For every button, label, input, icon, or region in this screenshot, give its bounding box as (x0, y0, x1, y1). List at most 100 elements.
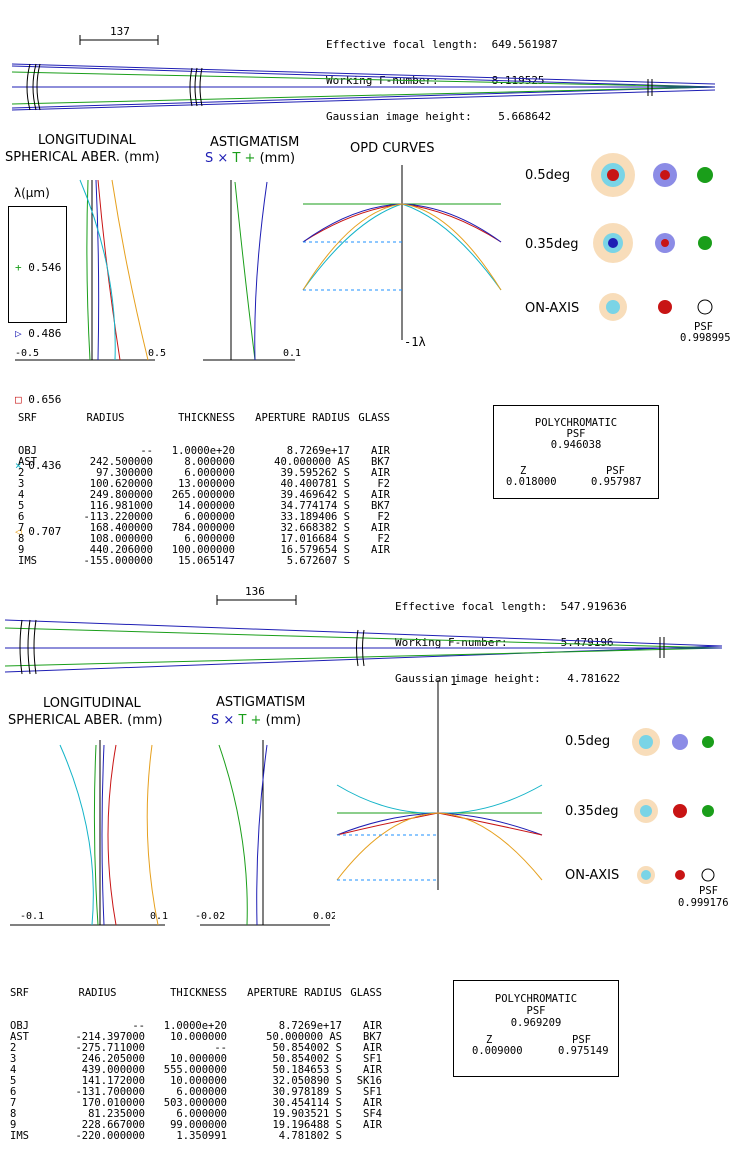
table-cell: 116.981000 (89, 500, 153, 512)
table-cell: 4 (10, 1064, 17, 1076)
ast-legend-x-1: × (217, 151, 229, 166)
table-cell: -214.397000 (75, 1031, 145, 1043)
table-cell: 34.774174 S (280, 500, 350, 512)
table-cell: 6.000000 (176, 1108, 227, 1120)
table-cell: 503.000000 (163, 1097, 227, 1109)
sa-axis-left-1: -0.5 (15, 348, 39, 359)
spot-label-035-1: 0.35deg (525, 237, 579, 252)
ast-unit-1: (mm) (259, 151, 296, 166)
table-cell: 249.800000 (89, 489, 153, 501)
table-cell: -- (132, 1020, 145, 1032)
ast-legend-s-2: S (211, 713, 220, 728)
lens-layout-2: 136 (4, 585, 723, 675)
ast-plot-2: -0.02 0.02 (195, 740, 335, 926)
ast-title-1a: ASTIGMATISM (210, 135, 300, 150)
sa-axis-right-2: 0.1 (150, 911, 168, 922)
table-cell: 8 (10, 1108, 17, 1120)
table-cell: 97.300000 (96, 467, 153, 479)
table-cell: 50.000000 AS (266, 1031, 342, 1043)
table-cell: -155.000000 (83, 555, 153, 567)
table-cell: 39.595262 S (280, 467, 350, 479)
table-row: 2 97.300000 6.000000 39.595262 S AIR (18, 468, 390, 479)
table-cell: 246.205000 (81, 1053, 145, 1065)
opd-scale-1: -1λ (404, 335, 426, 349)
table-cell: F2 (377, 533, 390, 545)
ray-blue-2 (11, 86, 716, 109)
table-row: 8 81.235000 6.000000 19.903521 S SF4 (10, 1109, 382, 1120)
poly-psf2-value-1: 0.957987 (591, 476, 642, 488)
ast-plot-1: 0.1 (203, 180, 301, 361)
ast-legend-plus-1: + (244, 151, 256, 166)
table-cell: OBJ (18, 445, 37, 457)
ast-title-2a: ASTIGMATISM (216, 695, 306, 710)
table-cell: -- (214, 1042, 227, 1054)
table-row: 7 170.010000 503.000000 30.454114 S AIR (10, 1098, 382, 1109)
table-cell: AST (18, 456, 37, 468)
table-row: AST -214.397000 10.000000 50.000000 AS BK7 (10, 1032, 382, 1043)
table-cell: -220.000000 (75, 1130, 145, 1142)
efl-label-2: Effective focal length: (395, 600, 548, 613)
table-header-1: SRF RADIUS THICKNESS APERTURE RADIUS GLASS (18, 412, 390, 424)
table-cell: 50.854002 S (272, 1042, 342, 1054)
img-value-1: 5.668642 (498, 110, 552, 123)
sa-axis-left-2: -0.1 (20, 911, 44, 922)
efl-value-2: 547.919636 (560, 600, 627, 613)
table-cell: 100.620000 (89, 478, 153, 490)
table-cell: F2 (377, 478, 390, 490)
spot-label-035-2: 0.35deg (565, 804, 619, 819)
poly-title-1: POLYCHROMATIC (534, 417, 618, 429)
img-label-2: Gaussian image height: (395, 672, 541, 685)
opd-scale-2: 1 (450, 675, 457, 688)
sa-plot-2: -0.1 0.1 (10, 740, 168, 926)
psf-value-2: 0.999176 (678, 897, 729, 909)
table-cell: AIR (363, 1097, 382, 1109)
table-cell: 32.050890 S (272, 1075, 342, 1087)
table-cell: AIR (371, 522, 390, 534)
img-label-1: Gaussian image height: (326, 110, 472, 123)
lens-group-front-2 (19, 619, 37, 675)
table-cell: BK7 (363, 1031, 382, 1043)
ast-legend-s-1: S (205, 151, 214, 166)
table-cell: 13.000000 (178, 478, 235, 490)
psf-label-2: PSF (699, 885, 718, 897)
table-cell: SF1 (363, 1086, 382, 1098)
table-row: 3 100.620000 13.000000 40.400781 S F2 (18, 479, 390, 490)
table-cell: 8 (18, 533, 25, 545)
legend-item-4: ◁ 0.707 (15, 525, 62, 538)
table-cell: SF4 (363, 1108, 382, 1120)
table-cell: 1.350991 (176, 1130, 227, 1142)
table-cell: AIR (371, 467, 390, 479)
table-cell: AIR (371, 445, 390, 457)
table-cell: IMS (18, 555, 37, 567)
table-cell: 9 (18, 544, 25, 556)
efl-label-1: Effective focal length: (326, 38, 479, 51)
table-cell: 81.235000 (88, 1108, 145, 1120)
table-cell: 7 (18, 522, 25, 534)
table-row: 4 439.000000 555.000000 50.184653 S AIR (10, 1065, 382, 1076)
table-cell: 1.0000e+20 (171, 445, 235, 457)
poly-psf-label-2: PSF (526, 1005, 546, 1017)
table-cell: 4 (18, 489, 25, 501)
table-cell: 440.206000 (89, 544, 153, 556)
table-cell: 50.854002 S (272, 1053, 342, 1065)
table-cell: 2 (18, 467, 25, 479)
table-cell: 9 (10, 1119, 17, 1131)
ast-axis-right-1: 0.1 (283, 348, 301, 359)
table-cell: 17.016684 S (280, 533, 350, 545)
table-cell: -131.700000 (75, 1086, 145, 1098)
table-cell: 40.000000 AS (274, 456, 350, 468)
table-cell: 170.010000 (81, 1097, 145, 1109)
opd-title-1: OPD CURVES (350, 141, 435, 156)
ast-unit-2: (mm) (265, 713, 302, 728)
table-row: 9 228.667000 99.000000 19.196488 S AIR (10, 1120, 382, 1131)
table-cell: 15.065147 (178, 555, 235, 567)
table-cell: 40.400781 S (280, 478, 350, 490)
spot-diagrams-2 (632, 728, 715, 884)
table-cell: 228.667000 (81, 1119, 145, 1131)
table-row: OBJ -- 1.0000e+20 8.7269e+17 AIR (18, 446, 390, 457)
img-value-2: 4.781622 (567, 672, 621, 685)
table-cell: 555.000000 (163, 1064, 227, 1076)
poly-z-label-1: Z (520, 465, 527, 477)
table-cell: 784.000000 (171, 522, 235, 534)
table-row: 3 246.205000 10.000000 50.854002 S SF1 (10, 1054, 382, 1065)
